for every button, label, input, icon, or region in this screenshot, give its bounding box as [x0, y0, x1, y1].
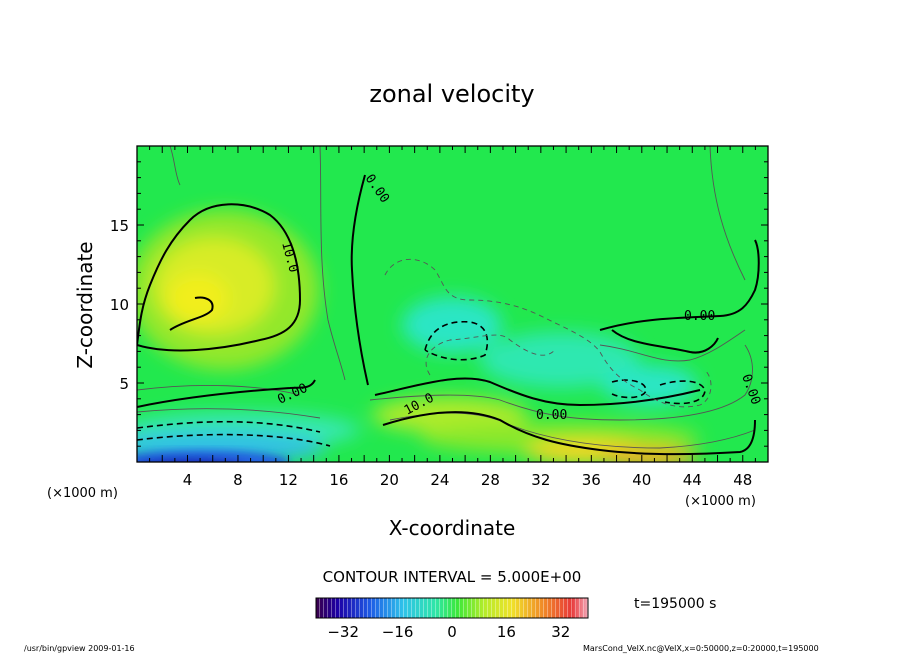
x-tick-label-9: 40 — [632, 471, 651, 489]
colorbar-tick-label-1: −16 — [382, 623, 414, 641]
x-axis-label: X-coordinate — [389, 516, 516, 540]
colorbar-tick-label-3: 16 — [497, 623, 516, 641]
x-tick-label-5: 24 — [430, 471, 449, 489]
chart-title: zonal velocity — [369, 80, 534, 108]
y-tick-label-1: 10 — [110, 296, 129, 314]
negative-contours-thin — [384, 258, 712, 408]
colorbar-tick-label-0: −32 — [327, 623, 359, 641]
shaded-field — [137, 210, 700, 462]
contour-label-4: 0.00 — [536, 408, 567, 423]
plot-area: 0.00 10.0 0.00 10.0 0.00 0.00 0.00 4 8 12 1… — [110, 145, 769, 489]
negative-contours — [137, 321, 706, 447]
y-tick-label-0: 5 — [119, 375, 129, 393]
y-tick-label-2: 15 — [110, 217, 129, 235]
zero-contours — [137, 174, 760, 456]
x-tick-label-1: 8 — [233, 471, 243, 489]
x-tick-label-4: 20 — [380, 471, 399, 489]
x-unit-right: (×1000 m) — [685, 494, 756, 509]
time-label: t=195000 s — [634, 596, 716, 612]
x-tick-label-2: 12 — [279, 471, 298, 489]
x-tick-label-0: 4 — [183, 471, 193, 489]
x-tick-label-8: 36 — [582, 471, 601, 489]
colorbar: −32 −16 0 16 32 — [315, 597, 589, 641]
x-tick-label-11: 48 — [733, 471, 752, 489]
x-tick-label-10: 44 — [683, 471, 702, 489]
contour-interval: CONTOUR INTERVAL = 5.000E+00 — [323, 568, 582, 586]
x-tick-label-7: 32 — [531, 471, 550, 489]
colorbar-tick-label-4: 32 — [551, 623, 570, 641]
footer-left: /usr/bin/gpview 2009-01-16 — [24, 644, 135, 653]
colorbar-frame — [315, 597, 589, 619]
contour-label-5: 0.00 — [684, 309, 715, 324]
contour-lines — [137, 146, 756, 449]
x-tick-label-3: 16 — [329, 471, 348, 489]
y-axis-label: Z-coordinate — [73, 241, 97, 368]
x-unit-left: (×1000 m) — [47, 486, 118, 501]
colorbar-tick-label-2: 0 — [447, 623, 457, 641]
footer-right: MarsCond_VelX.nc@VelX,x=0:50000,z=0:2000… — [583, 644, 819, 653]
x-tick-label-6: 28 — [481, 471, 500, 489]
